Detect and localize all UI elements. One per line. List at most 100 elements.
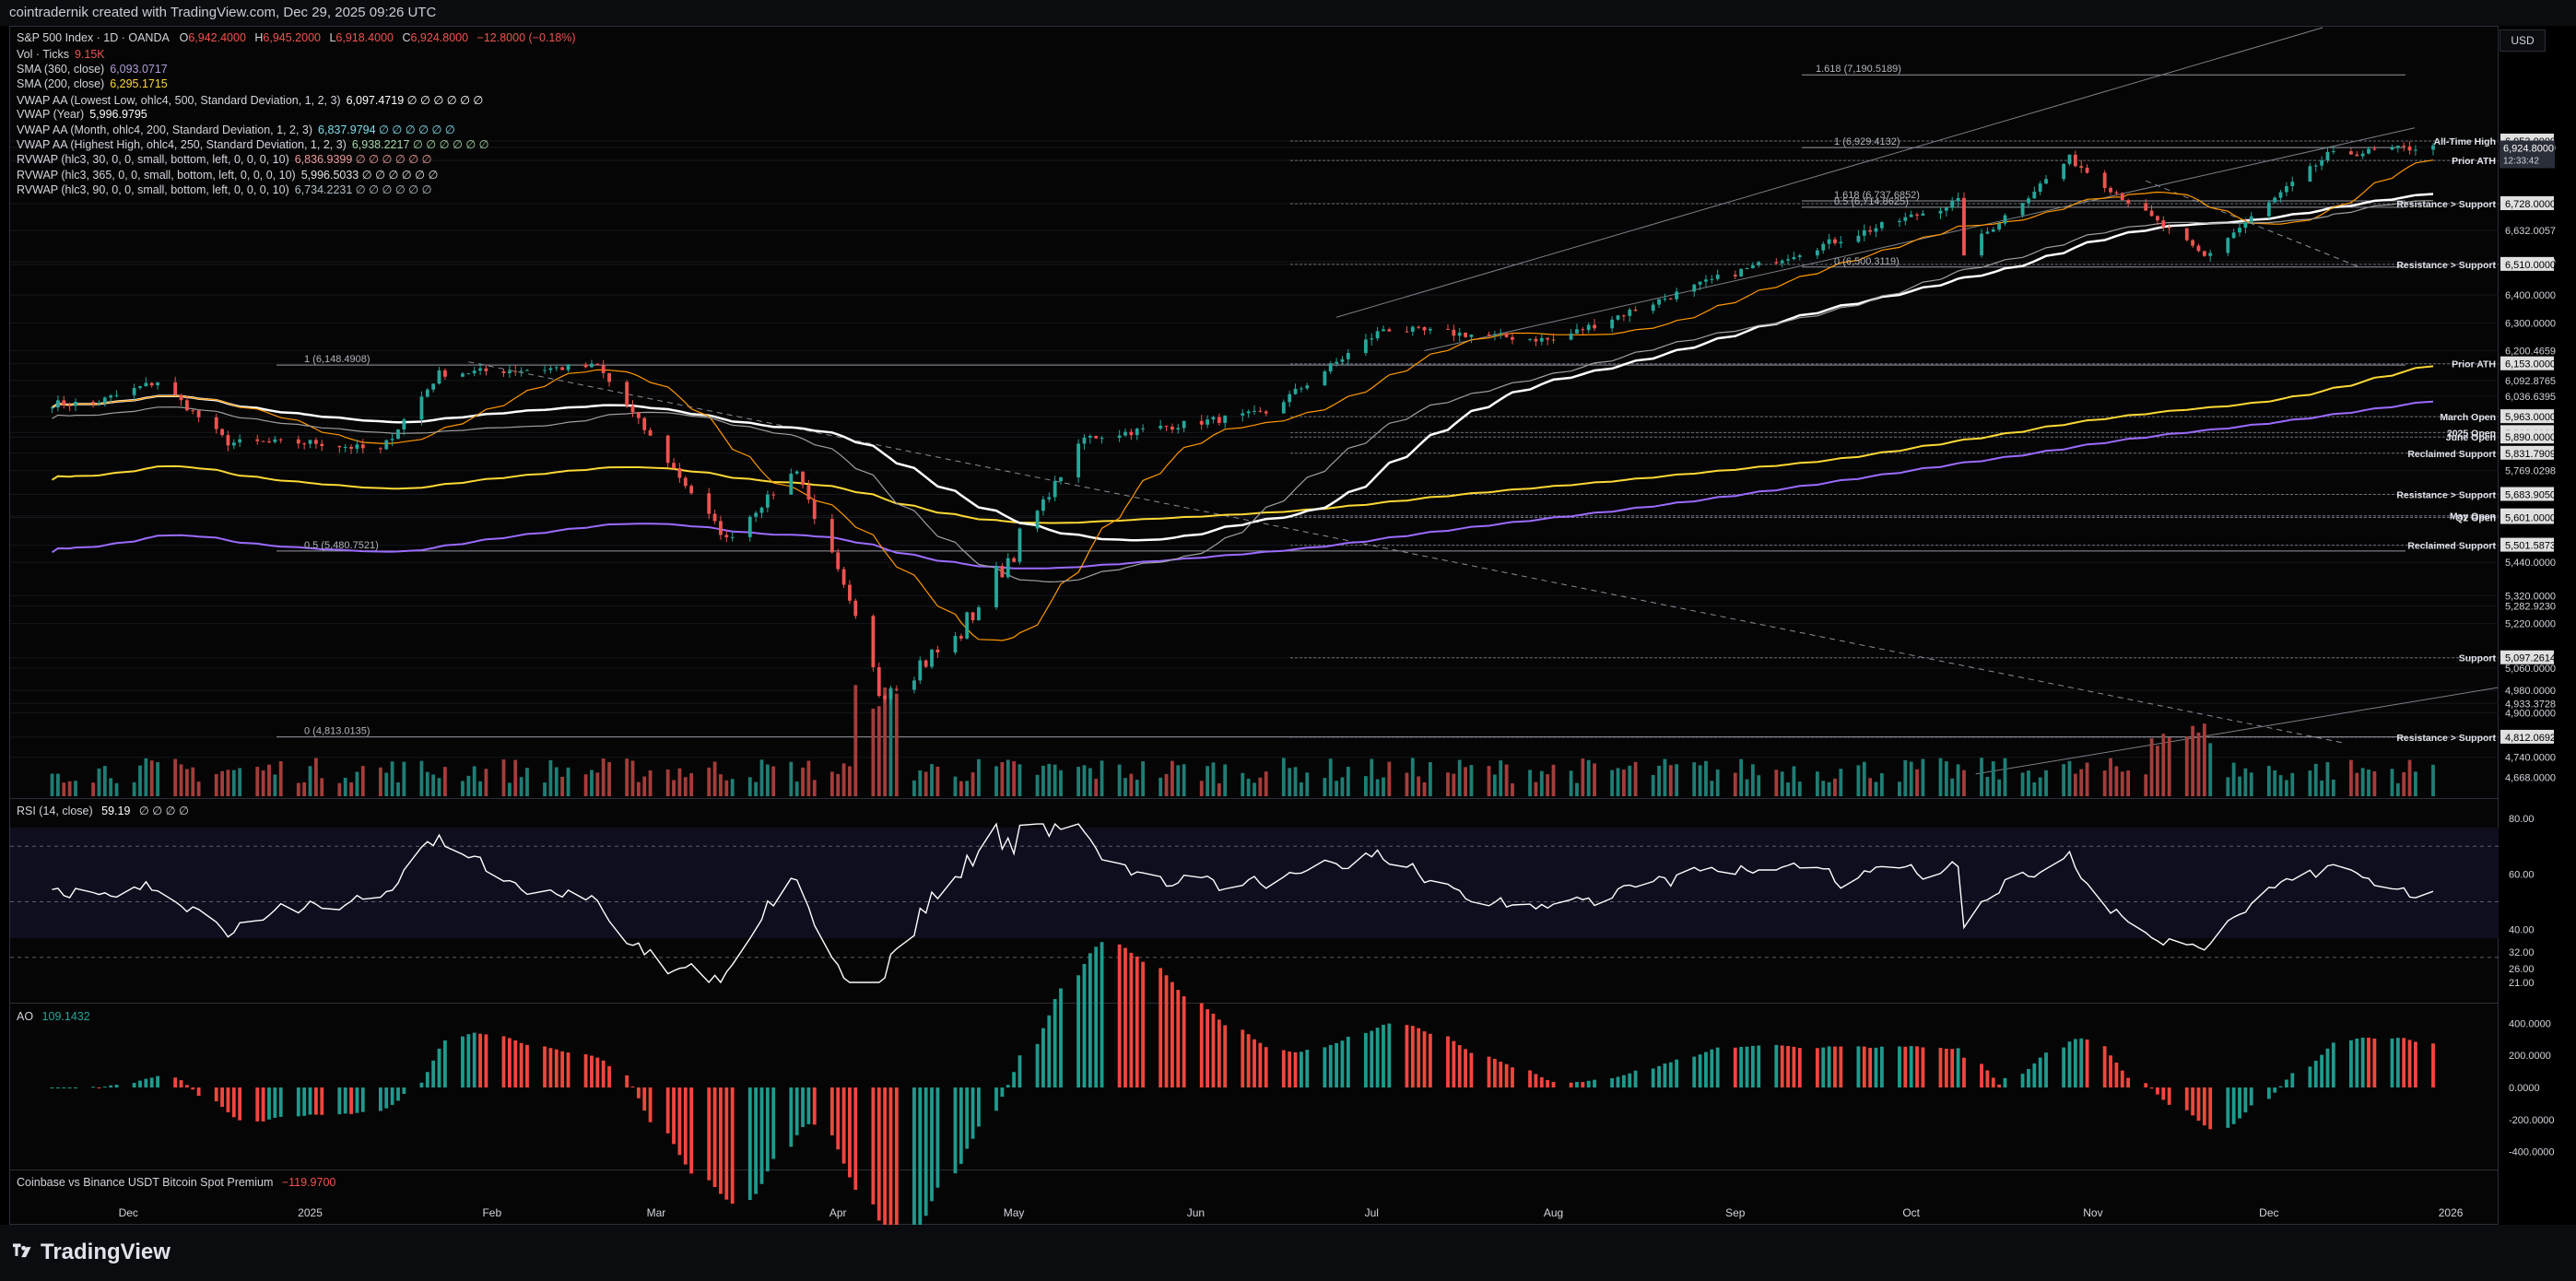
indicator-label: RVWAP (hlc3, 365, 0, 0, small, bottom, l… bbox=[17, 168, 296, 182]
indicator-label: VWAP (Year) bbox=[17, 107, 85, 121]
indicator-label: Vol · Ticks bbox=[17, 48, 69, 61]
ao-value: 109.1432 bbox=[41, 1010, 90, 1023]
currency-badge[interactable]: USD bbox=[2500, 29, 2546, 52]
price-tick: 6,930.0000 bbox=[2505, 143, 2556, 154]
indicator-label: VWAP AA (Month, ohlc4, 200, Standard Dev… bbox=[17, 123, 313, 136]
indicator-value: 6,295.1715 bbox=[110, 77, 168, 91]
symbol-legend[interactable]: S&P 500 Index · 1D · OANDA O6,942.4000 H… bbox=[17, 31, 576, 44]
price-tick: 6,036.6395 bbox=[2505, 392, 2556, 403]
indicator-legend-item[interactable]: Vol · Ticks 9.15K bbox=[17, 48, 105, 61]
price-tick: 6,300.0000 bbox=[2505, 318, 2556, 329]
rsi-tick: 80.00 bbox=[2509, 814, 2535, 825]
price-tick: 5,963.0000 bbox=[2505, 412, 2556, 423]
indicator-legend-item[interactable]: RVWAP (hlc3, 365, 0, 0, small, bottom, l… bbox=[17, 168, 438, 182]
price-tick: 5,320.0000 bbox=[2505, 591, 2556, 602]
price-tick: 6,153.0000 bbox=[2505, 359, 2556, 370]
price-tick: 6,632.0057 bbox=[2505, 226, 2556, 237]
price-tag-bg bbox=[2500, 729, 2554, 744]
high-value: 6,945.2000 bbox=[263, 31, 321, 44]
indicator-legend-item[interactable]: SMA (360, close) 6,093.0717 bbox=[17, 63, 168, 76]
ao-tick: 0.0000 bbox=[2509, 1083, 2540, 1094]
price-tag-bg bbox=[2500, 445, 2554, 460]
tradingview-logo[interactable]: TradingView bbox=[13, 1240, 171, 1265]
price-tick: 6,728.0000 bbox=[2505, 199, 2556, 210]
price-tag-bg bbox=[2500, 537, 2554, 552]
premium-title: Coinbase vs Binance USDT Bitcoin Spot Pr… bbox=[17, 1176, 274, 1189]
indicator-label: VWAP AA (Highest High, ohlc4, 250, Stand… bbox=[17, 138, 347, 152]
indicator-legend-item[interactable]: VWAP (Year) 5,996.9795 bbox=[17, 108, 147, 121]
indicator-label: RVWAP (hlc3, 90, 0, 0, small, bottom, le… bbox=[17, 182, 289, 196]
price-tick: 5,769.0298 bbox=[2505, 466, 2556, 477]
pane-separator-rsi[interactable] bbox=[9, 798, 2499, 799]
rsi-tick: 26.00 bbox=[2509, 964, 2535, 975]
indicator-legend-item[interactable]: RVWAP (hlc3, 30, 0, 0, small, bottom, le… bbox=[17, 152, 431, 166]
indicator-label: SMA (360, close) bbox=[17, 63, 105, 76]
price-tag-bg bbox=[2500, 256, 2554, 271]
ao-tick: 200.0000 bbox=[2509, 1051, 2551, 1062]
rsi-extra: ∅ ∅ ∅ ∅ bbox=[138, 805, 189, 817]
price-tag-bg bbox=[2500, 487, 2554, 501]
price-tick: 4,980.0000 bbox=[2505, 686, 2556, 697]
price-tag-bg bbox=[2500, 508, 2554, 523]
price-tick: 5,060.0000 bbox=[2505, 664, 2556, 675]
price-tick: 6,883.0000 bbox=[2505, 156, 2556, 167]
price-tag-bg bbox=[2500, 195, 2554, 210]
rsi-tick: 60.00 bbox=[2509, 869, 2535, 880]
chart-credit: cointradernik created with TradingView.c… bbox=[0, 0, 2576, 26]
premium-value: −119.9700 bbox=[281, 1176, 336, 1189]
premium-legend[interactable]: Coinbase vs Binance USDT Bitcoin Spot Pr… bbox=[17, 1176, 335, 1189]
low-value: 6,918.4000 bbox=[335, 31, 394, 44]
price-tick: 6,200.4659 bbox=[2505, 346, 2556, 357]
pane-separator-premium[interactable] bbox=[9, 1169, 2499, 1170]
price-tag-bg bbox=[2500, 133, 2554, 147]
indicator-label: VWAP AA (Lowest Low, ohlc4, 500, Standar… bbox=[17, 93, 341, 107]
price-tag-bg bbox=[2500, 153, 2554, 168]
symbol-name: S&P 500 Index · 1D · OANDA bbox=[17, 31, 170, 44]
close-value: 6,924.8000 bbox=[410, 31, 469, 44]
price-tick: 5,831.7909 bbox=[2505, 449, 2556, 460]
indicator-label: RVWAP (hlc3, 30, 0, 0, small, bottom, le… bbox=[17, 153, 289, 167]
price-tick: 4,933.3728 bbox=[2505, 699, 2556, 710]
ao-legend[interactable]: AO 109.1432 bbox=[17, 1010, 90, 1023]
indicator-value: 6,938.2217 ∅ ∅ ∅ ∅ ∅ ∅ bbox=[351, 138, 489, 152]
rsi-tick: 32.00 bbox=[2509, 947, 2535, 958]
price-tick: 4,668.0000 bbox=[2505, 772, 2556, 783]
rsi-tick: 21.00 bbox=[2509, 978, 2535, 989]
price-tag-bg bbox=[2500, 650, 2554, 664]
open-label: O bbox=[179, 31, 189, 44]
indicator-value: 6,097.4719 ∅ ∅ ∅ ∅ ∅ ∅ bbox=[346, 93, 484, 107]
indicator-legend-item[interactable]: VWAP AA (Highest High, ohlc4, 250, Stand… bbox=[17, 137, 489, 151]
ao-tick: 400.0000 bbox=[2509, 1018, 2551, 1029]
rsi-title: RSI (14, close) bbox=[17, 805, 93, 817]
open-value: 6,942.4000 bbox=[188, 31, 246, 44]
price-tick: 6,510.0000 bbox=[2505, 260, 2556, 271]
indicator-legend-item[interactable]: RVWAP (hlc3, 90, 0, 0, small, bottom, le… bbox=[17, 182, 431, 196]
price-tick: 6,400.0000 bbox=[2505, 290, 2556, 301]
price-tick: 5,601.0000 bbox=[2505, 513, 2556, 524]
pane-separator-ao[interactable] bbox=[9, 1003, 2499, 1004]
price-tick: 4,740.0000 bbox=[2505, 753, 2556, 764]
indicator-legend-item[interactable]: VWAP AA (Lowest Low, ohlc4, 500, Standar… bbox=[17, 93, 483, 107]
chart-frame[interactable] bbox=[9, 26, 2499, 1225]
indicator-legend-item[interactable]: SMA (200, close) 6,295.1715 bbox=[17, 77, 168, 90]
indicator-value: 9.15K bbox=[74, 48, 105, 61]
indicator-value: 5,996.9795 bbox=[89, 107, 147, 121]
price-tick: 5,683.9050 bbox=[2505, 489, 2556, 500]
indicator-value: 6,836.9399 ∅ ∅ ∅ ∅ ∅ ∅ bbox=[294, 153, 432, 167]
footer-bar bbox=[0, 1225, 2576, 1281]
price-tick: 5,220.0000 bbox=[2505, 619, 2556, 630]
indicator-value: 5,996.5033 ∅ ∅ ∅ ∅ ∅ ∅ bbox=[300, 168, 439, 182]
price-tick: 5,906.0000 bbox=[2505, 428, 2556, 439]
price-tick: 5,440.0000 bbox=[2505, 558, 2556, 569]
price-tick: 6,519.8869 bbox=[2505, 257, 2556, 268]
indicator-legend-item[interactable]: VWAP AA (Month, ohlc4, 200, Standard Dev… bbox=[17, 123, 455, 136]
low-label: L bbox=[329, 31, 336, 44]
rsi-legend[interactable]: RSI (14, close) 59.19 ∅ ∅ ∅ ∅ bbox=[17, 804, 189, 817]
high-label: H bbox=[254, 31, 264, 44]
price-tick: 5,607.0000 bbox=[2505, 511, 2556, 523]
close-label: C bbox=[402, 31, 411, 44]
price-tag-bg bbox=[2500, 510, 2554, 524]
tradingview-brand: TradingView bbox=[41, 1240, 171, 1264]
price-tag-bg bbox=[2500, 429, 2554, 444]
